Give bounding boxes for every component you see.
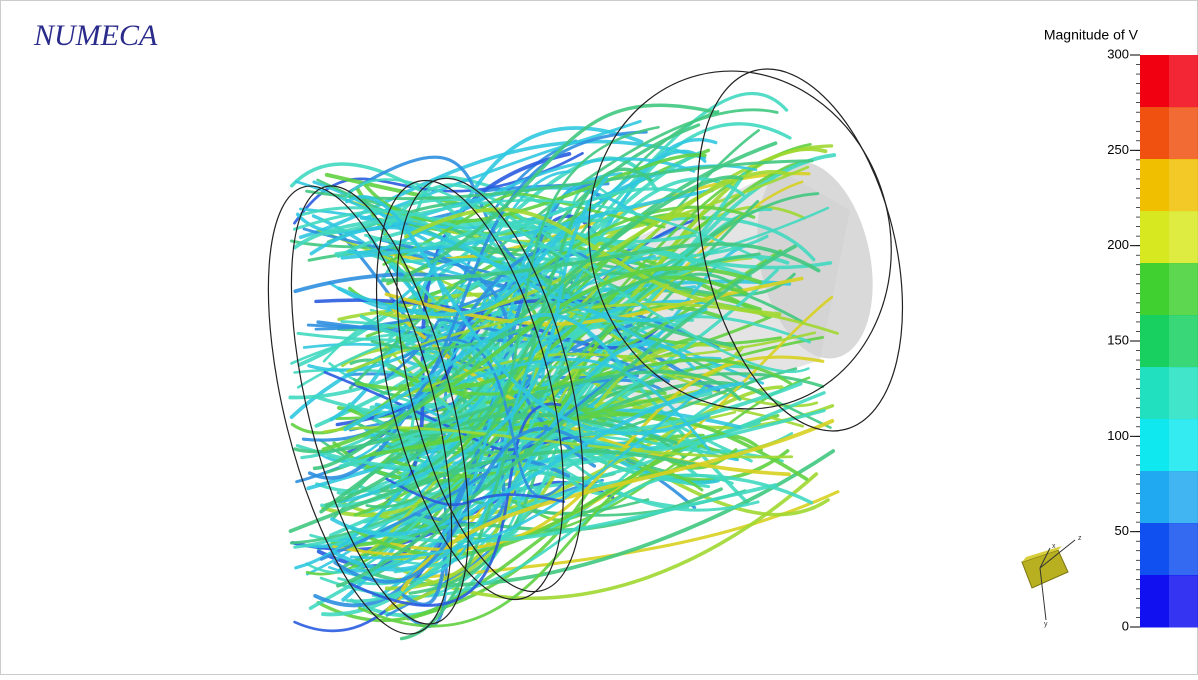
triad-label: z xyxy=(1078,535,1082,542)
colorbar-band xyxy=(1140,575,1169,628)
colorbar-band xyxy=(1140,419,1169,472)
colorbar-tick-label: 150 xyxy=(1107,332,1129,347)
colorbar-band xyxy=(1140,471,1169,524)
colorbar-band xyxy=(1169,367,1198,420)
colorbar-band xyxy=(1169,211,1198,264)
colorbar-tick-label: 100 xyxy=(1107,428,1129,443)
colorbar-title: Magnitude of V xyxy=(1044,27,1139,43)
colorbar-tick-label: 50 xyxy=(1115,523,1129,538)
colorbar-band xyxy=(1140,55,1169,108)
colorbar-band xyxy=(1140,263,1169,316)
colorbar-tick-label: 0 xyxy=(1122,618,1129,633)
viewport: NUMECA x y z Magnitude of V 0 50 100 150 200… xyxy=(0,0,1198,675)
colorbar-tick-label: 250 xyxy=(1107,142,1129,157)
colorbar-band xyxy=(1169,315,1198,368)
triad-label: y xyxy=(1044,621,1048,628)
colorbar-band xyxy=(1169,471,1198,524)
colorbar-band xyxy=(1169,107,1198,160)
logo: NUMECA xyxy=(33,19,158,52)
colorbar-band xyxy=(1169,419,1198,472)
colorbar-band xyxy=(1169,575,1198,628)
colorbar-band xyxy=(1169,263,1198,316)
colorbar-band xyxy=(1140,315,1169,368)
colorbar-band xyxy=(1140,523,1169,576)
colorbar-band xyxy=(1169,55,1198,108)
colorbar-tick-label: 300 xyxy=(1107,46,1129,61)
colorbar-tick-label: 200 xyxy=(1107,237,1129,252)
colorbar-band xyxy=(1140,211,1169,264)
colorbar-band xyxy=(1140,367,1169,420)
colorbar-band xyxy=(1140,107,1169,160)
colorbar-band xyxy=(1169,159,1198,212)
colorbar-band xyxy=(1140,159,1169,212)
colorbar-band xyxy=(1169,523,1198,576)
triad-label: x xyxy=(1052,543,1056,550)
